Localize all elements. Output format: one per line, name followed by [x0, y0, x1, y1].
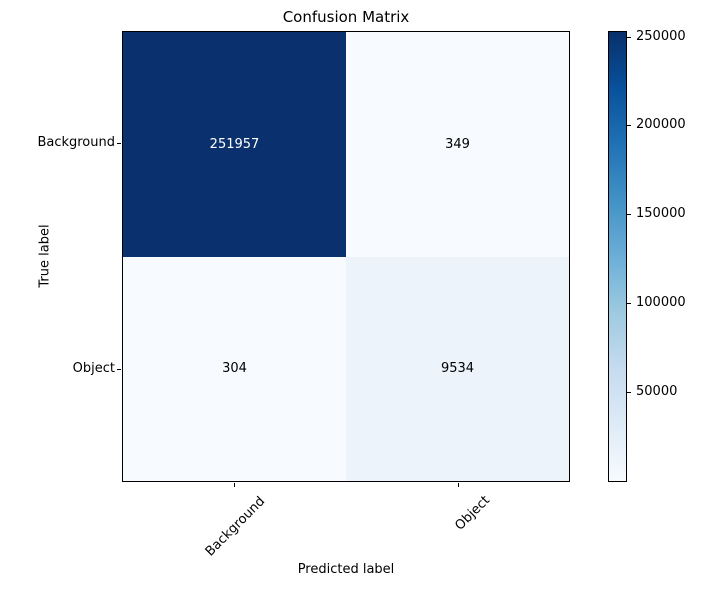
cell-value: 349: [445, 136, 470, 152]
cell-value: 304: [222, 361, 247, 377]
y-tick-mark: [117, 369, 121, 370]
colorbar-tick-label: 150000: [636, 206, 686, 221]
y-axis-title: True label: [37, 224, 53, 288]
x-axis-title: Predicted label: [297, 562, 395, 577]
cell-value: 9534: [440, 361, 475, 377]
colorbar-tick-mark: [627, 125, 631, 126]
colorbar: [608, 31, 627, 482]
colorbar-tick-label: 200000: [636, 117, 686, 132]
colorbar-tick-label: 250000: [636, 29, 686, 44]
heatmap-cell-true-object-pred-background: 304: [123, 256, 346, 481]
heatmap-axes: 251957 349 304 9534: [122, 31, 570, 482]
y-tick-mark: [117, 143, 121, 144]
colorbar-tick-mark: [627, 37, 631, 38]
colorbar-tick-mark: [627, 392, 631, 393]
colorbar-tick-label: 50000: [636, 384, 678, 399]
heatmap-cell-true-background-pred-background: 251957: [123, 32, 346, 257]
x-tick-label-object: Object: [452, 493, 493, 534]
x-tick-label-background: Background: [203, 494, 269, 560]
x-tick-mark: [458, 483, 459, 487]
colorbar-tick-label: 100000: [636, 295, 686, 310]
colorbar-tick-mark: [627, 303, 631, 304]
heatmap-cell-true-object-pred-object: 9534: [346, 256, 569, 481]
y-tick-label-object: Object: [72, 361, 115, 376]
cell-value: 251957: [209, 136, 260, 152]
y-tick-label-background: Background: [37, 135, 115, 150]
chart-title: Confusion Matrix: [282, 8, 410, 26]
heatmap-cell-true-background-pred-object: 349: [346, 32, 569, 257]
colorbar-tick-mark: [627, 214, 631, 215]
x-tick-mark: [234, 483, 235, 487]
